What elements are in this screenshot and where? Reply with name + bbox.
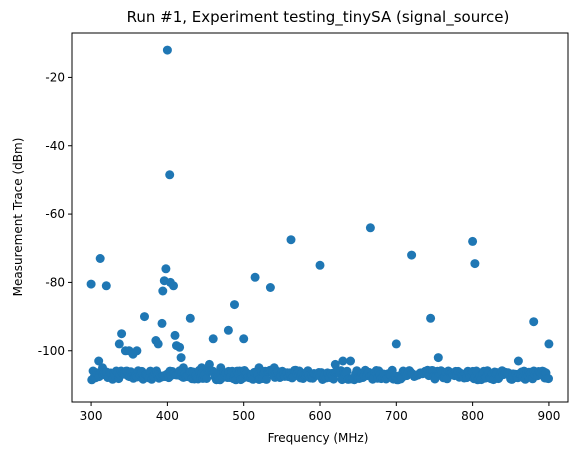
y-tick-label: -100 bbox=[38, 344, 65, 358]
y-tick-label: -20 bbox=[45, 70, 65, 84]
y-axis-label: Measurement Trace (dBm) bbox=[11, 138, 25, 297]
plot-frame bbox=[71, 32, 569, 403]
x-tick-label: 900 bbox=[537, 409, 560, 423]
data-point bbox=[158, 286, 168, 296]
y-tick-label: -60 bbox=[45, 207, 65, 221]
x-tick-label: 800 bbox=[461, 409, 484, 423]
data-point bbox=[157, 318, 167, 328]
data-point bbox=[140, 312, 149, 322]
data-point bbox=[391, 339, 401, 349]
y-tick-label: -40 bbox=[45, 139, 65, 153]
data-point bbox=[407, 250, 417, 260]
data-point bbox=[329, 374, 339, 384]
data-point bbox=[513, 356, 523, 366]
data-point bbox=[230, 300, 239, 310]
data-point bbox=[365, 223, 375, 233]
data-point bbox=[170, 330, 180, 340]
data-point bbox=[250, 272, 260, 282]
data-point bbox=[169, 281, 178, 291]
data-points bbox=[86, 45, 554, 385]
data-point bbox=[162, 45, 172, 55]
x-tick-label: 400 bbox=[156, 409, 179, 423]
data-point bbox=[175, 342, 185, 352]
data-point bbox=[265, 283, 275, 292]
data-point bbox=[470, 259, 480, 269]
chart-title: Run #1, Experiment testing_tinySA (signa… bbox=[127, 8, 510, 27]
data-point bbox=[86, 279, 96, 289]
data-point bbox=[426, 313, 436, 323]
data-point bbox=[153, 339, 163, 349]
x-tick-label: 500 bbox=[232, 409, 255, 423]
data-point bbox=[342, 366, 352, 376]
data-point bbox=[95, 254, 105, 263]
data-point bbox=[114, 339, 124, 349]
data-point bbox=[223, 325, 233, 335]
data-point bbox=[544, 339, 554, 349]
data-point bbox=[261, 374, 271, 384]
data-point bbox=[529, 317, 539, 327]
data-point bbox=[239, 334, 249, 344]
data-point bbox=[176, 353, 186, 363]
data-point bbox=[338, 356, 348, 366]
data-point bbox=[117, 329, 127, 339]
data-point bbox=[132, 346, 142, 356]
data-point bbox=[433, 353, 443, 363]
x-tick-label: 700 bbox=[385, 409, 408, 423]
data-point bbox=[468, 236, 478, 246]
data-point bbox=[202, 374, 212, 383]
x-tick-label: 600 bbox=[309, 409, 332, 423]
x-axis-label: Frequency (MHz) bbox=[268, 431, 369, 445]
data-point bbox=[185, 313, 195, 323]
x-tick-label: 300 bbox=[80, 409, 103, 423]
x-axis-ticks: 300 400 500 600 700 800 900 bbox=[80, 402, 560, 423]
data-point bbox=[315, 260, 325, 270]
data-point bbox=[208, 334, 218, 344]
y-axis-ticks: -100 -80 -60 -40 -20 bbox=[38, 70, 72, 358]
data-point bbox=[544, 374, 553, 384]
data-point bbox=[161, 264, 171, 274]
data-point bbox=[346, 356, 355, 366]
data-point bbox=[165, 170, 175, 180]
data-point bbox=[101, 281, 111, 291]
y-tick-label: -80 bbox=[45, 275, 65, 289]
data-point bbox=[286, 235, 296, 245]
data-point bbox=[94, 356, 104, 366]
